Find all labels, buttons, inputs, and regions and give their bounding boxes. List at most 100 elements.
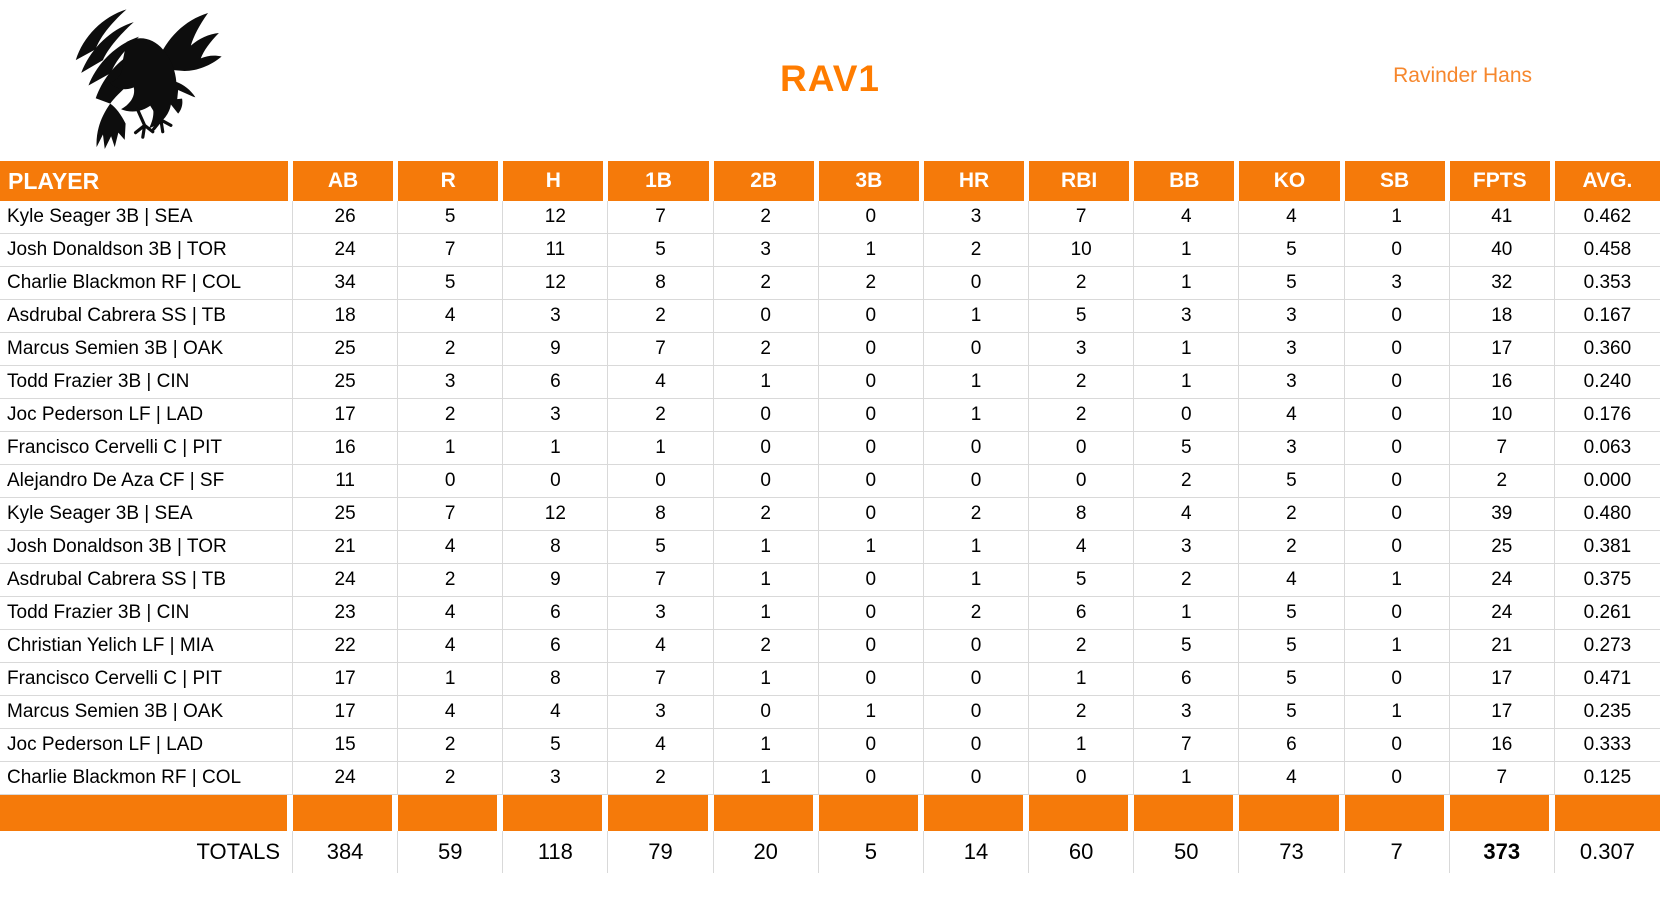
stat-cell: 0 bbox=[713, 300, 819, 333]
stat-cell: 0.125 bbox=[1554, 762, 1660, 795]
totals-cell: 5 bbox=[818, 831, 924, 873]
stat-cell: 25 bbox=[1449, 531, 1555, 564]
stat-cell: 1 bbox=[1134, 366, 1240, 399]
page-title: RAV1 bbox=[780, 58, 880, 99]
stat-cell: 24 bbox=[293, 762, 399, 795]
stat-cell: 3 bbox=[1239, 366, 1345, 399]
stat-cell: 0 bbox=[923, 663, 1030, 696]
player-cell: Josh Donaldson 3B | TOR bbox=[0, 234, 293, 267]
stat-cell: 25 bbox=[293, 333, 399, 366]
player-cell: Joc Pederson LF | LAD bbox=[0, 729, 293, 762]
stat-cell: 2 bbox=[608, 300, 714, 333]
separator-cell bbox=[713, 795, 819, 831]
stat-cell: 2 bbox=[1029, 366, 1135, 399]
table-row: Charlie Blackmon RF | COL 34 5 12 8 2 2 0 2 1 5 3 32… bbox=[0, 267, 1660, 300]
stat-cell: 25 bbox=[293, 498, 399, 531]
stat-cell: 3 bbox=[1239, 300, 1345, 333]
stat-cell: 1 bbox=[818, 696, 924, 729]
stat-cell: 11 bbox=[503, 234, 609, 267]
stat-cell: 7 bbox=[1449, 762, 1555, 795]
stat-cell: 4 bbox=[398, 630, 504, 663]
separator-cell bbox=[293, 795, 399, 831]
author-name: Ravinder Hans bbox=[1393, 64, 1532, 87]
stat-cell: 18 bbox=[1449, 300, 1555, 333]
stat-cell: 5 bbox=[1239, 630, 1345, 663]
stat-cell: 1 bbox=[1344, 630, 1450, 663]
stat-cell: 6 bbox=[1134, 663, 1240, 696]
stat-cell: 3 bbox=[1239, 432, 1345, 465]
stat-cell: 3 bbox=[1134, 696, 1240, 729]
stat-cell: 0.375 bbox=[1554, 564, 1660, 597]
stat-cell: 1 bbox=[713, 663, 819, 696]
stat-cell: 17 bbox=[293, 696, 399, 729]
stat-cell: 3 bbox=[1134, 300, 1240, 333]
player-cell: Alejandro De Aza CF | SF bbox=[0, 465, 293, 498]
stat-cell: 0 bbox=[818, 300, 924, 333]
stat-cell: 23 bbox=[293, 597, 399, 630]
stat-cell: 2 bbox=[1134, 465, 1240, 498]
column-header-1b: 1B bbox=[608, 161, 714, 201]
stat-cell: 0 bbox=[818, 630, 924, 663]
stat-cell: 2 bbox=[713, 333, 819, 366]
stat-cell: 5 bbox=[608, 531, 714, 564]
stat-cell: 0 bbox=[713, 432, 819, 465]
stat-cell: 1 bbox=[923, 300, 1030, 333]
table-row: Marcus Semien 3B | OAK 17 4 4 3 0 1 0 2 3 5 1 17 0.23… bbox=[0, 696, 1660, 729]
player-cell: Francisco Cervelli C | PIT bbox=[0, 663, 293, 696]
stat-cell: 0 bbox=[1344, 663, 1450, 696]
stat-cell: 0 bbox=[503, 465, 609, 498]
stat-cell: 0 bbox=[818, 399, 924, 432]
table-row: Francisco Cervelli C | PIT 17 1 8 7 1 0 0 1 6 5 0 17… bbox=[0, 663, 1660, 696]
stat-cell: 6 bbox=[503, 630, 609, 663]
stat-cell: 25 bbox=[293, 366, 399, 399]
separator-cell bbox=[0, 795, 293, 831]
stat-cell: 0 bbox=[818, 564, 924, 597]
stat-cell: 0 bbox=[1344, 498, 1450, 531]
player-cell: Asdrubal Cabrera SS | TB bbox=[0, 564, 293, 597]
stat-cell: 1 bbox=[923, 399, 1030, 432]
table-row: Kyle Seager 3B | SEA 26 5 12 7 2 0 3 7 4 4 1 41 0.462 bbox=[0, 201, 1660, 234]
stat-cell: 2 bbox=[923, 234, 1030, 267]
player-cell: Francisco Cervelli C | PIT bbox=[0, 432, 293, 465]
stat-cell: 3 bbox=[1134, 531, 1240, 564]
stat-cell: 0 bbox=[923, 762, 1030, 795]
stat-cell: 17 bbox=[1449, 696, 1555, 729]
stat-cell: 8 bbox=[608, 498, 714, 531]
column-header-h: H bbox=[503, 161, 609, 201]
stat-cell: 8 bbox=[503, 531, 609, 564]
stat-cell: 2 bbox=[1449, 465, 1555, 498]
table-row: Kyle Seager 3B | SEA 25 7 12 8 2 0 2 8 4 2 0 39 0.480 bbox=[0, 498, 1660, 531]
totals-row: TOTALS 384 59 118 79 20 5 14 60 50 73 7 373 0.307 bbox=[0, 831, 1660, 873]
stat-cell: 0 bbox=[818, 597, 924, 630]
stat-cell: 12 bbox=[503, 498, 609, 531]
column-header-hr: HR bbox=[923, 161, 1030, 201]
table-row: Alejandro De Aza CF | SF 11 0 0 0 0 0 0 0 2 5 0 2 0.0… bbox=[0, 465, 1660, 498]
stat-cell: 2 bbox=[608, 762, 714, 795]
totals-cell: 20 bbox=[713, 831, 819, 873]
player-cell: Asdrubal Cabrera SS | TB bbox=[0, 300, 293, 333]
stat-cell: 0 bbox=[923, 465, 1030, 498]
stat-cell: 1 bbox=[1134, 333, 1240, 366]
stat-cell: 0 bbox=[818, 201, 924, 234]
stat-cell: 4 bbox=[398, 300, 504, 333]
stat-cell: 1 bbox=[1134, 234, 1240, 267]
player-cell: Kyle Seager 3B | SEA bbox=[0, 201, 293, 234]
stat-cell: 0.353 bbox=[1554, 267, 1660, 300]
player-cell: Josh Donaldson 3B | TOR bbox=[0, 531, 293, 564]
stat-cell: 18 bbox=[293, 300, 399, 333]
stat-cell: 2 bbox=[398, 399, 504, 432]
stat-cell: 6 bbox=[1029, 597, 1135, 630]
table-row: Christian Yelich LF | MIA 22 4 6 4 2 0 0 2 5 5 1 21 0… bbox=[0, 630, 1660, 663]
stat-cell: 17 bbox=[293, 399, 399, 432]
stat-cell: 4 bbox=[608, 729, 714, 762]
stat-cell: 7 bbox=[608, 564, 714, 597]
stat-cell: 4 bbox=[608, 366, 714, 399]
stat-cell: 2 bbox=[818, 267, 924, 300]
table-row: Marcus Semien 3B | OAK 25 2 9 7 2 0 0 3 1 3 0 17 0.36… bbox=[0, 333, 1660, 366]
stat-cell: 5 bbox=[1134, 630, 1240, 663]
stat-cell: 0 bbox=[1344, 597, 1450, 630]
stat-cell: 26 bbox=[293, 201, 399, 234]
separator-cell bbox=[923, 795, 1030, 831]
stat-cell: 6 bbox=[1239, 729, 1345, 762]
